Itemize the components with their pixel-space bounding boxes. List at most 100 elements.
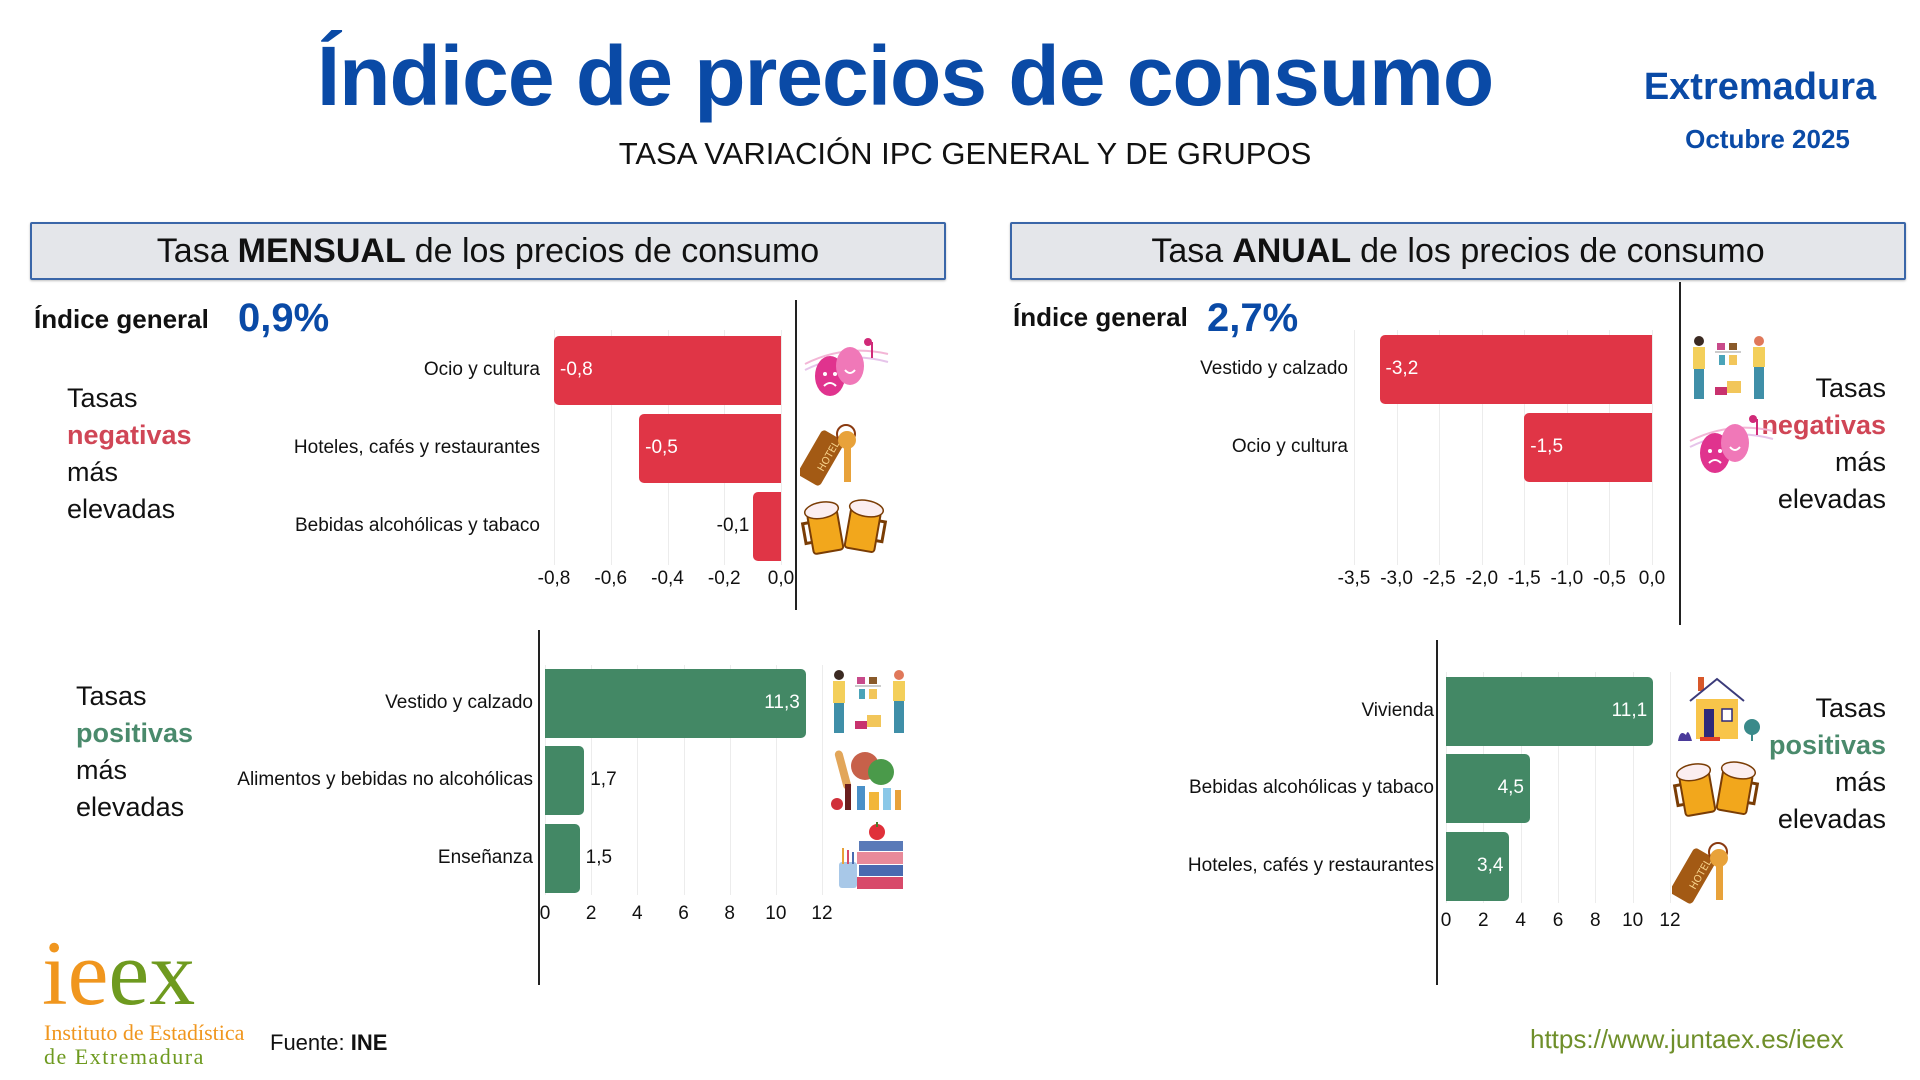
axis-divider: [538, 630, 540, 985]
monthly-panel-header: Tasa MENSUAL de los precios de consumo: [30, 222, 946, 280]
gridline: [1439, 330, 1441, 565]
monthly-index-value: 0,9%: [238, 296, 330, 340]
bar-value-label: -1,5: [1530, 435, 1564, 457]
bar[interactable]: [752, 492, 781, 561]
axis-tick-label: -0,4: [651, 568, 684, 589]
axis-tick-label: 12: [1659, 910, 1681, 931]
axis-tick-label: -3,5: [1337, 568, 1371, 589]
monthly-positive-note: Tasas positivas más elevadas: [76, 678, 193, 826]
axis-tick-label: 0: [539, 903, 551, 924]
house-icon: [1672, 675, 1762, 747]
bar-value-label: -0,1: [716, 514, 750, 536]
logo-letters-ex: ex: [108, 922, 196, 1024]
ieex-logo: ieex: [42, 927, 195, 1019]
axis-tick-label: 0: [1440, 910, 1452, 931]
note-mas: más: [1834, 767, 1886, 797]
gridline: [683, 665, 685, 895]
bar-value-label: 3,4: [1477, 854, 1504, 876]
logo-subtitle-line1: Instituto de Estadística: [44, 1020, 245, 1045]
axis-tick-label: 6: [1552, 910, 1564, 931]
gridline: [1481, 330, 1483, 565]
annual-index-value: 2,7%: [1207, 296, 1299, 340]
axis-divider: [795, 300, 797, 610]
beer-mugs-icon: [800, 490, 890, 562]
bar[interactable]: [545, 669, 806, 738]
clothing-shop-icon: [1685, 333, 1775, 405]
bar[interactable]: [545, 824, 580, 893]
gridline: [1670, 672, 1671, 903]
gridline: [554, 330, 555, 565]
source-label: Fuente:: [270, 1030, 345, 1055]
note-tasas: Tasas: [76, 681, 147, 711]
axis-tick-label: -0,5: [1593, 568, 1626, 589]
note-elevadas: elevadas: [1777, 484, 1886, 514]
category-label: Hoteles, cafés y restaurantes: [293, 436, 540, 458]
theater-masks-icon: [800, 334, 890, 406]
note-negativas: negativas: [1761, 410, 1886, 440]
category-label: Bebidas alcohólicas y tabaco: [1188, 776, 1434, 798]
bar[interactable]: [554, 336, 781, 405]
axis-tick-label: -2,0: [1465, 568, 1499, 589]
note-elevadas: elevadas: [1777, 804, 1886, 834]
axis-tick-label: 12: [811, 903, 833, 924]
axis-divider: [1436, 640, 1438, 985]
monthly-header-bold: MENSUAL: [237, 231, 406, 270]
axis-tick-label: 4: [632, 903, 643, 924]
category-label: Alimentos y bebidas no alcohólicas: [237, 768, 533, 790]
category-label: Ocio y cultura: [423, 358, 540, 380]
note-elevadas: elevadas: [76, 792, 185, 822]
annual-index-label: Índice general: [1013, 302, 1188, 332]
bar-value-label: -3,2: [1385, 357, 1419, 379]
axis-tick-label: 6: [678, 903, 689, 924]
gridline: [610, 330, 612, 565]
category-label: Vestido y calzado: [1200, 357, 1348, 379]
logo-subtitle-line2: de Extremadura: [44, 1044, 205, 1069]
annual-header-bold: ANUAL: [1232, 231, 1352, 270]
bar[interactable]: [1446, 754, 1530, 823]
axis-tick-label: -1,0: [1550, 568, 1584, 589]
hotel-key-icon: HOTEL: [1670, 830, 1762, 904]
axis-tick-label: -0,8: [537, 568, 571, 589]
axis-tick-label: 10: [1622, 910, 1644, 931]
bar[interactable]: [1379, 335, 1652, 404]
logo-letter-e: e: [67, 922, 109, 1024]
bar-value-label: -0,5: [645, 436, 678, 458]
bar-value-label: -0,8: [560, 358, 593, 380]
books-apple-icon: [825, 822, 915, 894]
category-label: Vivienda: [1361, 699, 1434, 721]
clothing-shop-icon: [825, 667, 915, 739]
groceries-icon: [825, 744, 915, 816]
monthly-header-post: de los precios de consumo: [414, 231, 820, 270]
gridline: [781, 330, 782, 565]
source-note: Fuente: INE: [270, 1030, 387, 1056]
annual-header-pre: Tasa: [1151, 231, 1224, 270]
bar[interactable]: [1524, 413, 1652, 482]
annual-panel-header: Tasa ANUAL de los precios de consumo: [1010, 222, 1906, 280]
axis-tick-label: 0,0: [1638, 568, 1666, 589]
bar-value-label: 11,3: [764, 691, 800, 713]
category-label: Vestido y calzado: [385, 691, 533, 713]
bar[interactable]: [1446, 832, 1510, 901]
axis-tick-label: 4: [1515, 910, 1526, 931]
category-label: Ocio y cultura: [1231, 435, 1348, 457]
bar[interactable]: [639, 414, 781, 483]
axis-tick-label: 8: [1590, 910, 1601, 931]
bar[interactable]: [1446, 677, 1654, 746]
axis-tick-label: 8: [724, 903, 735, 924]
axis-tick-label: 10: [765, 903, 787, 924]
period-label: Octubre 2025: [1685, 124, 1850, 154]
axis-tick-label: 2: [585, 903, 597, 924]
source-value: INE: [350, 1030, 388, 1055]
gridline: [637, 665, 639, 895]
website-link[interactable]: https://www.juntaex.es/ieex: [1530, 1024, 1844, 1054]
note-positivas: positivas: [1768, 730, 1886, 760]
note-positivas: positivas: [76, 718, 194, 748]
gridline: [591, 665, 593, 895]
annual-positive-note: Tasas positivas más elevadas: [1740, 690, 1886, 838]
logo-letter-i: i: [42, 922, 68, 1024]
page-subtitle: TASA VARIACIÓN IPC GENERAL Y DE GRUPOS: [618, 136, 1312, 171]
monthly-negative-note: Tasas negativas más elevadas: [67, 380, 192, 528]
bar[interactable]: [545, 746, 585, 815]
note-mas: más: [1834, 447, 1886, 477]
gridline: [1558, 672, 1559, 903]
